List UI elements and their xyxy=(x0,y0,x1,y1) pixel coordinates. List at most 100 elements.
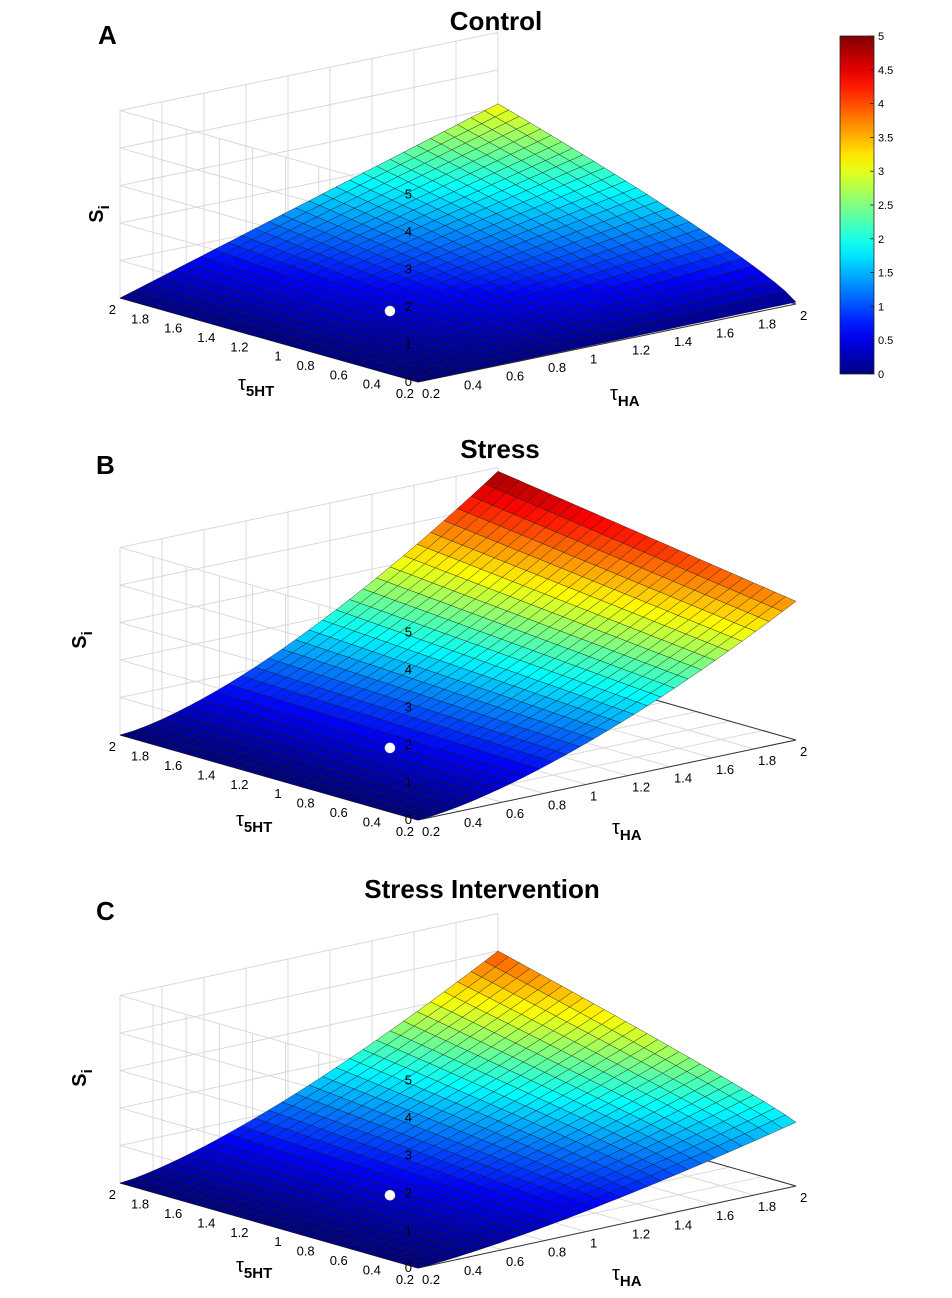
x-tick-label: 1.6 xyxy=(716,762,734,777)
z-tick-label: 0 xyxy=(405,812,412,827)
y-tick-label: 1.6 xyxy=(164,321,182,336)
y-tick-label: 1.4 xyxy=(197,767,215,782)
z-tick-label: 3 xyxy=(405,1148,412,1163)
y-tick-label: 0.2 xyxy=(396,1272,414,1287)
colorbar-tick-label: 5 xyxy=(878,31,884,43)
z-tick-label: 1 xyxy=(405,1223,412,1238)
surface-patch xyxy=(407,375,432,383)
y-tick-label: 1.4 xyxy=(197,330,215,345)
y-tick-label: 0.2 xyxy=(396,386,414,401)
surface-layer xyxy=(119,103,797,383)
z-grid-line xyxy=(119,913,499,1081)
y-tick-label: 1.8 xyxy=(131,311,149,326)
colorbar-tick-label: 1.5 xyxy=(878,268,893,280)
panel-title: Stress xyxy=(460,434,540,464)
x-axis-label: τHA xyxy=(610,383,640,410)
x-tick-label: 1 xyxy=(590,351,597,366)
y-tick-label: 1.2 xyxy=(230,339,248,354)
y-tick-label: 0.4 xyxy=(363,815,381,830)
x-tick-label: 0.2 xyxy=(422,386,440,401)
y-tick-label: 0.4 xyxy=(363,1263,381,1278)
marker-point xyxy=(384,1189,396,1201)
x-tick-label: 0.4 xyxy=(464,377,482,392)
x-tick-label: 1 xyxy=(590,788,597,803)
z-tick-label: 0 xyxy=(405,1260,412,1275)
x-tick-label: 0.4 xyxy=(464,1263,482,1278)
y-tick-label: 1.2 xyxy=(230,1225,248,1240)
z-grid-line xyxy=(119,467,499,633)
z-tick-label: 1 xyxy=(405,337,412,352)
z-axis-label: Si xyxy=(86,205,113,223)
z-tick-label: 2 xyxy=(405,1185,412,1200)
panel-letter: A xyxy=(98,20,117,50)
y-axis-label: τ5HT xyxy=(238,373,274,400)
colorbar-tick-label: 0.5 xyxy=(878,335,893,347)
x-tick-label: 0.8 xyxy=(548,360,566,375)
tick-layer: 0 1 2 3 4 5 0.2 0.4 0.6 0.8 1 1.2 1.4 1.6 1.8 2 0.2 0.4 0.… xyxy=(109,1073,807,1288)
colorbar: 0 0.5 1 1.5 2 2.5 3 3.5 4 4.5 5 xyxy=(839,31,893,381)
x-tick-label: 0.8 xyxy=(548,797,566,812)
colorbar-tick-label: 0 xyxy=(878,369,884,381)
x-tick-label: 1.4 xyxy=(674,1217,692,1232)
y-tick-label: 2 xyxy=(109,302,116,317)
x-tick-label: 0.6 xyxy=(506,806,524,821)
z-tick-label: 1 xyxy=(405,775,412,790)
x-tick-label: 1.4 xyxy=(674,771,692,786)
tick-layer: 0 1 2 3 4 5 0.2 0.4 0.6 0.8 1 1.2 1.4 1.6 1.8 2 0.2 0.4 0.… xyxy=(109,625,807,840)
colorbar-tick-label: 2.5 xyxy=(878,200,893,212)
x-tick-label: 2 xyxy=(800,308,807,323)
z-axis-label: Si xyxy=(69,1069,96,1087)
y-tick-label: 1.8 xyxy=(131,1196,149,1211)
panel-letter: B xyxy=(96,450,115,480)
panel-title: Stress Intervention xyxy=(364,874,600,904)
z-tick-label: 5 xyxy=(405,1073,412,1088)
z-tick-label: 3 xyxy=(405,700,412,715)
y-tick-label: 0.6 xyxy=(330,1253,348,1268)
z-tick-label: 4 xyxy=(405,224,412,239)
y-tick-label: 1 xyxy=(274,1234,281,1249)
surface-layer xyxy=(119,471,797,821)
surface-patch xyxy=(406,1261,433,1269)
z-tick-label: 2 xyxy=(405,737,412,752)
x-tick-label: 1.8 xyxy=(758,317,776,332)
x-tick-label: 1.6 xyxy=(716,325,734,340)
y-tick-label: 0.6 xyxy=(330,367,348,382)
x-tick-label: 1.4 xyxy=(674,334,692,349)
y-tick-label: 1.8 xyxy=(131,748,149,763)
z-tick-label: 4 xyxy=(405,1110,412,1125)
z-grid-line xyxy=(119,32,499,195)
y-tick-label: 2 xyxy=(109,739,116,754)
colorbar-tick-label: 3.5 xyxy=(878,132,893,144)
x-tick-label: 0.6 xyxy=(506,1254,524,1269)
y-tick-label: 0.6 xyxy=(330,805,348,820)
y-tick-label: 1.6 xyxy=(164,1206,182,1221)
x-tick-label: 1.2 xyxy=(632,1226,650,1241)
z-tick-label: 5 xyxy=(405,625,412,640)
x-tick-label: 0.4 xyxy=(464,815,482,830)
z-tick-label: 4 xyxy=(405,662,412,677)
y-tick-label: 1.6 xyxy=(164,758,182,773)
colorbar-tick-label: 4 xyxy=(878,99,884,111)
x-tick-label: 1.8 xyxy=(758,753,776,768)
y-tick-label: 0.8 xyxy=(297,1244,315,1259)
y-tick-label: 2 xyxy=(109,1187,116,1202)
z-tick-label: 2 xyxy=(405,299,412,314)
x-tick-label: 0.6 xyxy=(506,369,524,384)
y-tick-label: 1.2 xyxy=(230,777,248,792)
surface-layer xyxy=(119,950,797,1269)
x-tick-label: 1.2 xyxy=(632,780,650,795)
marker-point xyxy=(384,305,396,317)
x-tick-label: 1.8 xyxy=(758,1199,776,1214)
z-tick-label: 0 xyxy=(405,374,412,389)
marker-point xyxy=(384,742,396,754)
tick-layer: 0 1 2 3 4 5 0.2 0.4 0.6 0.8 1 1.2 1.4 1.6 1.8 2 0.2 0.4 0.… xyxy=(109,187,807,402)
colorbar-tick-label: 4.5 xyxy=(878,65,893,77)
x-tick-label: 2 xyxy=(800,1190,807,1205)
y-axis-label: τ5HT xyxy=(236,1255,272,1282)
colorbar-gradient xyxy=(839,35,875,375)
x-tick-label: 2 xyxy=(800,744,807,759)
x-tick-label: 0.8 xyxy=(548,1245,566,1260)
z-axis-label: Si xyxy=(69,631,96,649)
z-tick-label: 3 xyxy=(405,262,412,277)
